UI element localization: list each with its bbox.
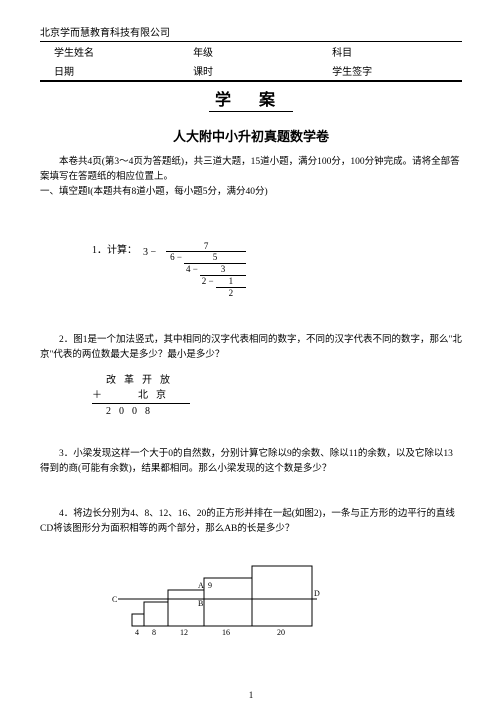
q1-lead: 3 − xyxy=(143,247,156,258)
hdr-grade: 年级 xyxy=(193,44,332,59)
q1-d2a: 4 − xyxy=(184,264,200,298)
fig2-20: 20 xyxy=(277,628,285,636)
figure-2-svg: C D A B 9 4 8 12 16 20 xyxy=(112,546,322,636)
fig2-12: 12 xyxy=(180,628,188,636)
add-row1: 改革开放 xyxy=(92,371,462,386)
q1-d1a: 6 − xyxy=(166,252,184,298)
add-plus: ＋ xyxy=(92,386,104,401)
q1-fraction: 7 6 − 5 4 − 3 2 − 1 xyxy=(166,241,246,299)
q1: 1．计算： 3 − 7 6 − 5 4 − 3 2 − 1 xyxy=(40,241,462,299)
q1-d2b: 3 xyxy=(200,264,246,275)
hdr-subject: 科目 xyxy=(332,44,448,59)
fig2-8: 8 xyxy=(152,628,156,636)
q1-d3a: 2 − xyxy=(200,276,216,299)
hdr-sign: 学生签字 xyxy=(332,63,448,78)
q1-d3b: 1 xyxy=(216,276,247,287)
fig2-9: 9 xyxy=(208,581,212,590)
q4: 4．将边长分别为4、8、12、16、20的正方形并排在一起(如图2)，一条与正方… xyxy=(40,507,462,537)
page-number: 1 xyxy=(0,690,502,700)
q1-d4: 2 xyxy=(216,288,247,299)
add-row3: 2008 xyxy=(92,406,462,417)
intro-1: 本卷共4页(第3～4页为答题纸)，共三道大题，15道小题，满分100分，100分… xyxy=(40,155,462,185)
intro-2: 一、填空题Ⅰ(本题共有8道小题，每小题5分，满分40分) xyxy=(40,185,462,200)
fig2-16: 16 xyxy=(222,628,230,636)
add-row2: ＋北京 xyxy=(92,386,462,401)
q1-n1: 7 xyxy=(166,241,246,252)
header-row-2: 日期 课时 学生签字 xyxy=(40,61,462,80)
company-name: 北京学而慧教育科技有限公司 xyxy=(40,24,462,39)
fig2-4: 4 xyxy=(135,628,139,636)
hdr-date: 日期 xyxy=(54,63,193,78)
hdr-hours: 课时 xyxy=(193,63,332,78)
q3: 3．小梁发现这样一个大于0的自然数，分别计算它除以9的余数、除以11的余数，以及… xyxy=(40,447,462,477)
q1-label: 1．计算： xyxy=(92,241,137,256)
fig2-B: B xyxy=(198,599,203,608)
fig2-C: C xyxy=(112,595,117,604)
header-row-1: 学生姓名 年级 科目 xyxy=(40,42,462,61)
fig2-A: A xyxy=(198,581,204,590)
add-line xyxy=(92,403,190,404)
addition-vertical: 改革开放 ＋北京 2008 xyxy=(92,371,462,417)
hdr-name: 学生姓名 xyxy=(54,44,193,59)
subtitle: 人大附中小升初真题数学卷 xyxy=(40,126,462,145)
title-main: 学 案 xyxy=(209,86,293,112)
hr-thick xyxy=(40,80,462,82)
figure-2: C D A B 9 4 8 12 16 20 xyxy=(112,546,462,639)
add-row2-text: 北京 xyxy=(104,390,174,401)
fig2-D: D xyxy=(314,589,320,598)
q2: 2．图1是一个加法竖式，其中相同的汉字代表相同的数字，不同的汉字代表不同的数字，… xyxy=(40,333,462,363)
q1-d1b: 5 xyxy=(184,252,246,263)
